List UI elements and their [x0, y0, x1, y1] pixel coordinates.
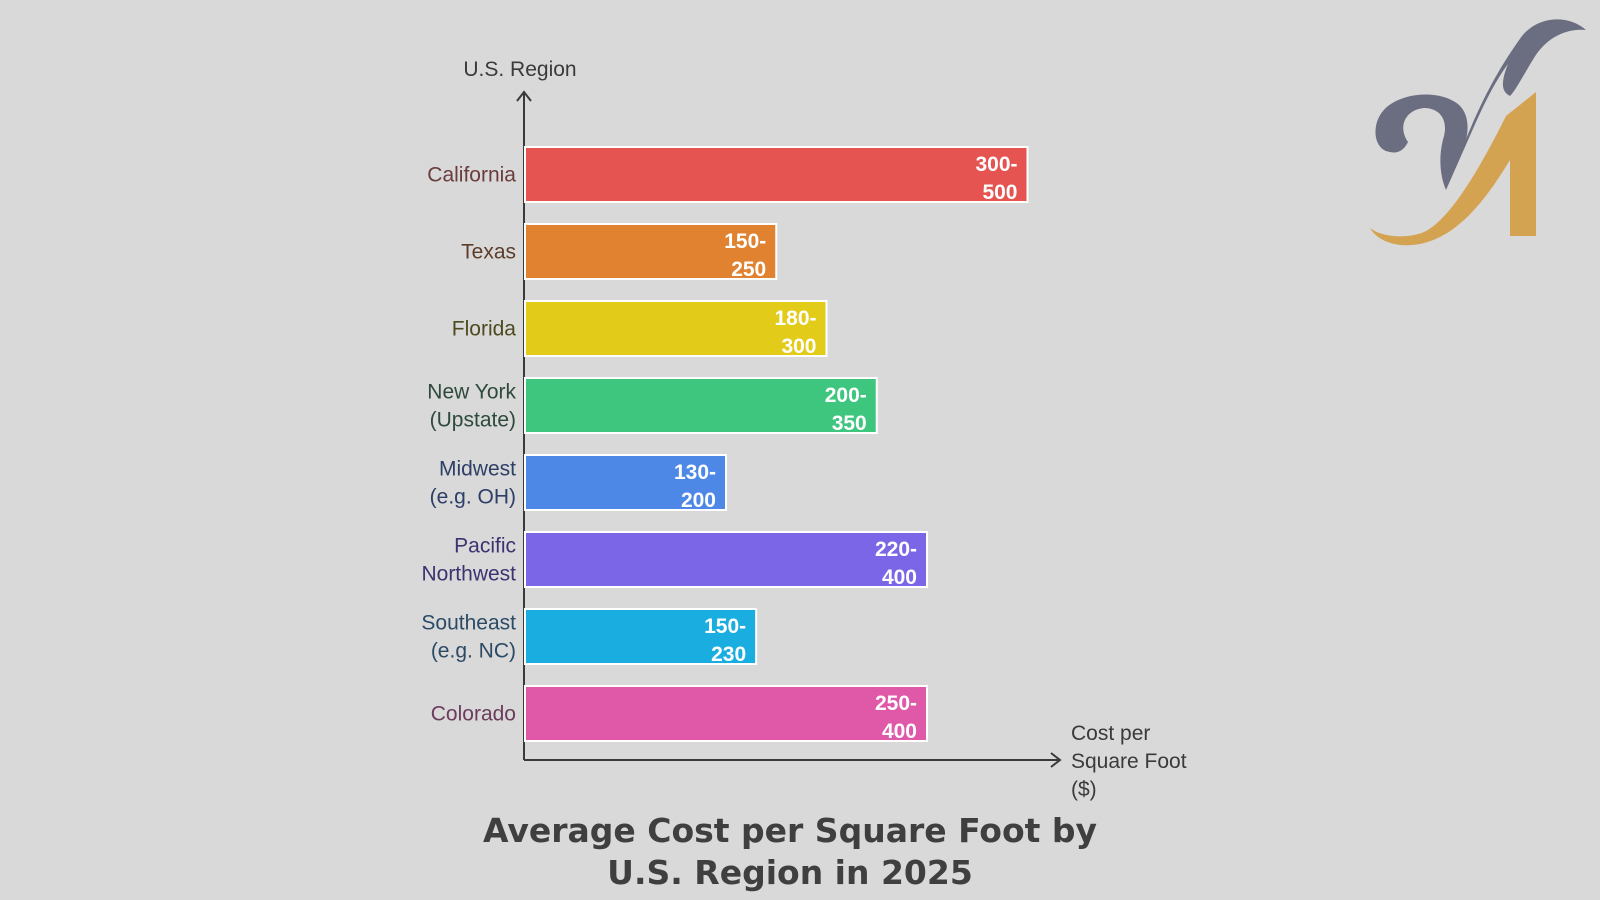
- x-axis-arrow: [1050, 752, 1062, 768]
- bar: [524, 531, 928, 588]
- category-label: Southeast (e.g. NC): [421, 612, 516, 663]
- logo-gray-shape: [1375, 19, 1586, 191]
- monogram-logo: [1370, 19, 1586, 246]
- bar: [524, 146, 1029, 203]
- bar: [524, 377, 878, 434]
- bar-value-label: 150-250: [724, 230, 766, 281]
- category-label: Colorado: [431, 703, 516, 726]
- y-axis-title: U.S. Region: [463, 58, 576, 81]
- bar-value-label: 150-230: [704, 615, 746, 666]
- category-label: California: [427, 164, 516, 187]
- bar-value-label: 250-400: [875, 692, 917, 743]
- bar: [524, 223, 778, 280]
- bar: [524, 300, 828, 357]
- bar: [524, 454, 727, 511]
- category-label: New York (Upstate): [427, 381, 516, 432]
- bar: [524, 685, 928, 742]
- category-label: Midwest (e.g. OH): [430, 458, 517, 509]
- chart-title: Average Cost per Square Foot by U.S. Reg…: [482, 811, 1098, 892]
- y-axis-arrow: [516, 90, 532, 102]
- bar-value-label: 300-500: [975, 153, 1017, 204]
- bar: [524, 608, 758, 665]
- bar-value-label: 220-400: [875, 538, 917, 589]
- x-axis-title: Cost per Square Foot ($): [1071, 722, 1187, 801]
- bar-value-label: 200-350: [825, 384, 867, 435]
- category-label: Florida: [452, 318, 517, 341]
- bar-value-label: 130-200: [674, 461, 716, 512]
- bar-value-label: 180-300: [774, 307, 816, 358]
- category-label: Pacific Northwest: [421, 535, 516, 586]
- category-label: Texas: [461, 241, 516, 264]
- logo-gold-shape: [1370, 92, 1536, 246]
